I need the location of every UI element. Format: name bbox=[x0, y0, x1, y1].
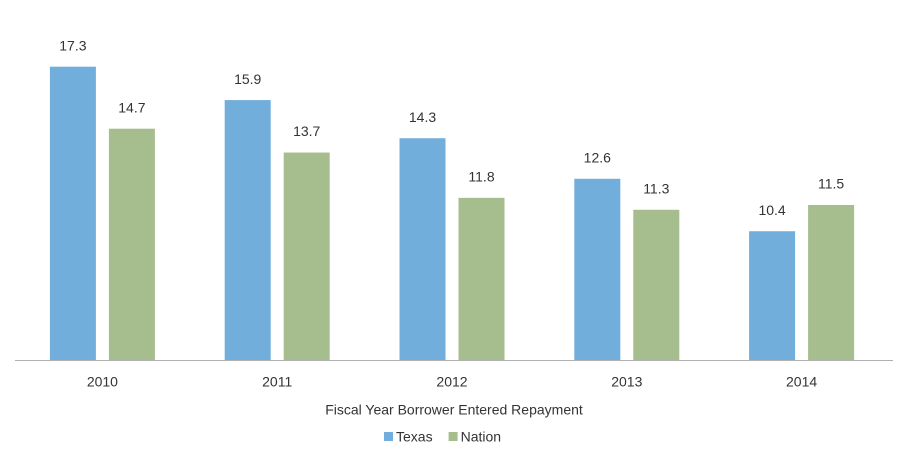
value-label: 17.3 bbox=[59, 37, 86, 53]
value-label: 10.4 bbox=[758, 202, 785, 218]
value-label: 13.7 bbox=[293, 123, 320, 139]
bar bbox=[633, 209, 680, 360]
bar bbox=[108, 128, 155, 360]
value-label: 12.6 bbox=[584, 149, 611, 165]
legend-swatch bbox=[384, 432, 393, 441]
value-label: 14.3 bbox=[409, 109, 436, 125]
x-tick-label: 2013 bbox=[611, 374, 642, 390]
bar bbox=[283, 152, 330, 360]
legend-label: Texas bbox=[396, 429, 433, 445]
legend-swatch bbox=[448, 432, 458, 441]
x-tick-label: 2014 bbox=[786, 374, 817, 390]
bar bbox=[808, 205, 855, 360]
x-axis-title: Fiscal Year Borrower Entered Repayment bbox=[325, 402, 583, 418]
bar bbox=[749, 231, 796, 360]
value-label: 14.7 bbox=[118, 99, 145, 115]
bar bbox=[574, 178, 621, 360]
value-label: 11.8 bbox=[468, 169, 494, 185]
x-tick-label: 2012 bbox=[436, 374, 467, 390]
value-label: 11.5 bbox=[818, 176, 844, 192]
bar bbox=[458, 197, 505, 360]
x-tick-label: 2010 bbox=[87, 374, 118, 390]
legend-label: Nation bbox=[461, 429, 501, 445]
x-tick-label: 2011 bbox=[262, 374, 292, 390]
bar bbox=[399, 138, 446, 360]
bar bbox=[224, 100, 271, 361]
value-label: 11.3 bbox=[643, 180, 669, 196]
value-label: 15.9 bbox=[234, 71, 261, 87]
bar bbox=[49, 66, 96, 360]
